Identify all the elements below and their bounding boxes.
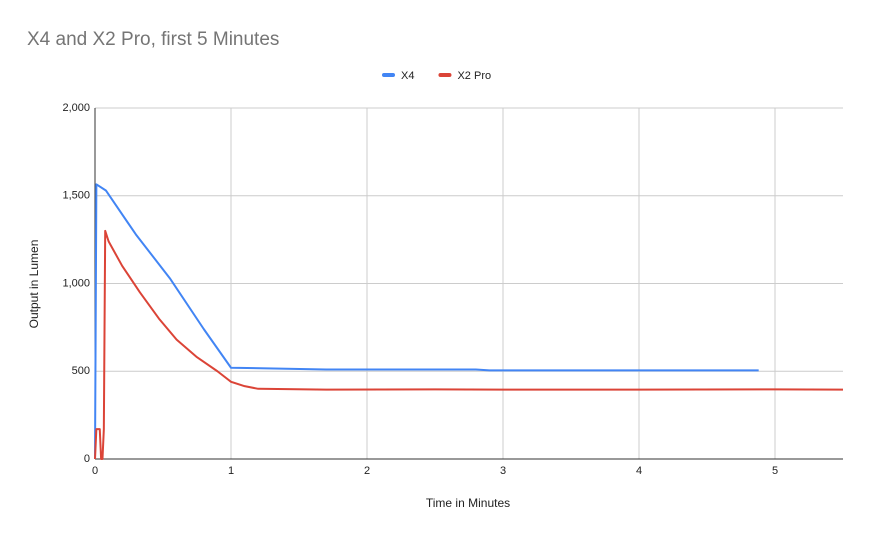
legend-label: X2 Pro bbox=[457, 70, 491, 82]
y-tick-label: 1,500 bbox=[62, 190, 90, 202]
y-tick-label: 2,000 bbox=[62, 102, 90, 114]
legend-swatch bbox=[438, 73, 452, 77]
y-axis-title: Output in Lumen bbox=[27, 240, 41, 329]
x-tick-label: 4 bbox=[636, 465, 642, 477]
chart-title: X4 and X2 Pro, first 5 Minutes bbox=[27, 29, 279, 50]
y-tick-label: 1,000 bbox=[62, 277, 90, 289]
x-tick-label: 0 bbox=[92, 465, 98, 477]
x-tick-label: 1 bbox=[228, 465, 234, 477]
x-tick-label: 3 bbox=[500, 465, 506, 477]
x-tick-label: 2 bbox=[364, 465, 370, 477]
x-axis-title: Time in Minutes bbox=[426, 496, 510, 510]
legend-label: X4 bbox=[401, 70, 414, 82]
line-series bbox=[94, 229, 844, 460]
line-series bbox=[94, 183, 759, 460]
legend-swatch bbox=[382, 73, 395, 77]
y-tick-label: 0 bbox=[84, 453, 90, 465]
x-tick-label: 5 bbox=[772, 465, 778, 477]
y-tick-label: 500 bbox=[72, 365, 90, 377]
